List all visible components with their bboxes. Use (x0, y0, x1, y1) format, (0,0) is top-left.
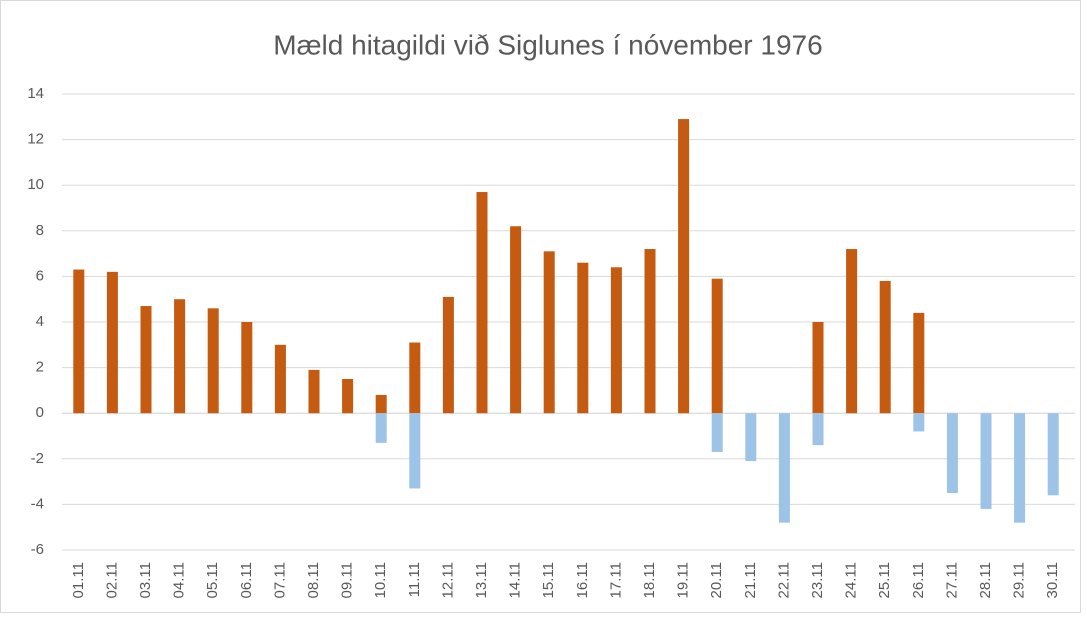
x-tick-label: 06.11 (238, 562, 255, 598)
bar (274, 344, 286, 414)
bar (375, 394, 387, 414)
bar (778, 413, 790, 523)
bar (812, 322, 824, 414)
bar (644, 249, 656, 414)
bar (1014, 413, 1026, 523)
bar (913, 312, 925, 414)
bar (678, 119, 690, 414)
y-tick-label: 0 (36, 404, 44, 421)
bar (711, 413, 723, 452)
bar (342, 379, 354, 414)
x-tick-label: 21.11 (742, 562, 759, 598)
bar (308, 369, 320, 414)
x-tick-label: 15.11 (540, 562, 557, 598)
y-tick-label: -2 (31, 450, 44, 467)
x-tick-label: 25.11 (876, 562, 893, 598)
bar (879, 280, 891, 414)
x-tick-label: 19.11 (675, 562, 692, 598)
bar (946, 413, 958, 493)
bar (577, 262, 589, 414)
x-tick-label: 20.11 (708, 562, 725, 598)
x-tick-label: 24.11 (843, 562, 860, 598)
x-tick-label: 22.11 (775, 562, 792, 598)
y-tick-label: 14 (27, 85, 44, 102)
chart-title: Mæld hitagildi við Siglunes í nóvember 1… (273, 29, 822, 60)
x-tick-label: 03.11 (137, 562, 154, 598)
y-tick-label: 2 (36, 359, 44, 376)
bar (711, 278, 723, 414)
x-tick-label: 05.11 (204, 562, 221, 598)
x-tick-label: 12.11 (439, 562, 456, 598)
y-tick-label: -6 (31, 541, 44, 558)
x-tick-label: 13.11 (473, 562, 490, 598)
x-tick-label: 28.11 (977, 562, 994, 598)
x-tick-label: 30.11 (1044, 562, 1061, 598)
x-tick-label: 09.11 (339, 562, 356, 598)
y-tick-label: 12 (27, 131, 44, 148)
x-tick-label: 02.11 (103, 562, 120, 598)
x-tick-label: 27.11 (943, 562, 960, 598)
bar (812, 413, 824, 446)
bar (174, 299, 186, 414)
y-tick-label: 8 (36, 222, 44, 239)
bar (476, 192, 488, 414)
y-tick-label: -4 (31, 495, 44, 512)
y-tick-label: 6 (36, 267, 44, 284)
bar (543, 251, 555, 414)
x-tick-label: 18.11 (641, 562, 658, 598)
bar (73, 269, 85, 414)
x-tick-label: 08.11 (305, 562, 322, 598)
bar (409, 342, 421, 414)
bar (980, 413, 992, 509)
x-tick-label: 01.11 (70, 562, 87, 598)
x-tick-label: 14.11 (507, 562, 524, 598)
bar (846, 249, 858, 414)
bar (913, 413, 925, 432)
bar (409, 413, 421, 489)
bar (610, 267, 622, 414)
x-tick-label: 04.11 (171, 562, 188, 598)
bar (1047, 413, 1059, 496)
y-tick-label: 4 (36, 313, 44, 330)
x-tick-label: 17.11 (607, 562, 624, 598)
x-tick-label: 11.11 (406, 562, 423, 597)
x-tick-label: 29.11 (1011, 562, 1028, 598)
bar (442, 296, 454, 414)
x-tick-label: 07.11 (271, 562, 288, 598)
bar (510, 226, 522, 414)
x-tick-label: 16.11 (574, 562, 591, 598)
bar (375, 413, 387, 443)
x-tick-label: 10.11 (372, 562, 389, 598)
bar (241, 322, 253, 414)
y-tick-label: 10 (27, 176, 44, 193)
bar (140, 306, 152, 414)
bar (207, 308, 219, 414)
x-tick-label: 23.11 (809, 562, 826, 598)
bar (106, 271, 118, 414)
x-tick-label: 26.11 (910, 562, 927, 598)
bar (745, 413, 757, 462)
